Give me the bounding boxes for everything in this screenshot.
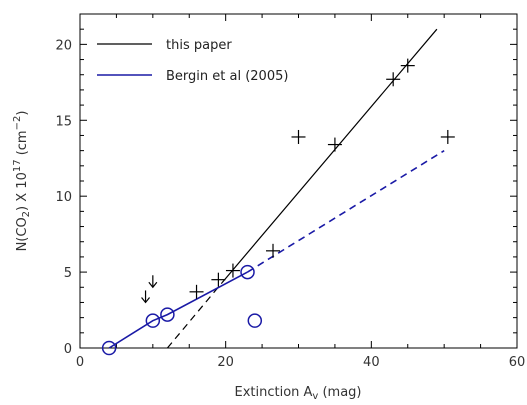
plus-marker (266, 243, 281, 258)
x-tick-label: 0 (76, 355, 84, 370)
x-axis-title: Extinction Av (mag) (234, 385, 361, 402)
plus-marker (327, 137, 342, 152)
upper-limit-arrow (141, 290, 151, 304)
circle-marker (101, 340, 117, 356)
plus-marker (440, 129, 455, 144)
plus-marker (225, 263, 240, 278)
arrow-head (141, 297, 151, 304)
circle-marker (160, 307, 175, 322)
arrow-head (148, 281, 158, 289)
solid-fit-line (221, 28, 438, 284)
plus-marker (400, 58, 415, 73)
y-tick-label: 10 (55, 190, 72, 205)
y-tick-label: 0 (64, 342, 72, 357)
upper-limit-arrow (148, 275, 158, 289)
axis-ticks: 0 20 40 60 0 5 10 15 20 (55, 13, 526, 370)
x-tick-label: 60 (509, 355, 526, 370)
legend: this paper Bergin et al (2005) (97, 38, 288, 84)
dashed-fit-line (247, 149, 445, 273)
x-tick-label: 20 (217, 355, 234, 370)
plus-marker (291, 129, 306, 144)
y-axis-title: N(CO2) X 1017 (cm−2) (12, 111, 32, 252)
y-tick-label: 15 (55, 114, 72, 129)
dashed-fit-line (166, 282, 223, 349)
circle-marker (247, 313, 263, 328)
legend-label: Bergin et al (2005) (166, 69, 288, 84)
plus-marker (189, 284, 204, 299)
plus-marker (386, 72, 401, 87)
solid-fit-line (108, 271, 248, 349)
legend-label: this paper (166, 38, 232, 53)
circle-marker (145, 313, 161, 328)
plus-marker (211, 272, 226, 287)
circle-marker (240, 264, 255, 280)
data-points (101, 58, 455, 356)
x-tick-label: 40 (363, 355, 380, 370)
y-tick-label: 5 (64, 266, 72, 281)
fit-lines (108, 28, 445, 349)
y-tick-label: 20 (55, 38, 72, 53)
